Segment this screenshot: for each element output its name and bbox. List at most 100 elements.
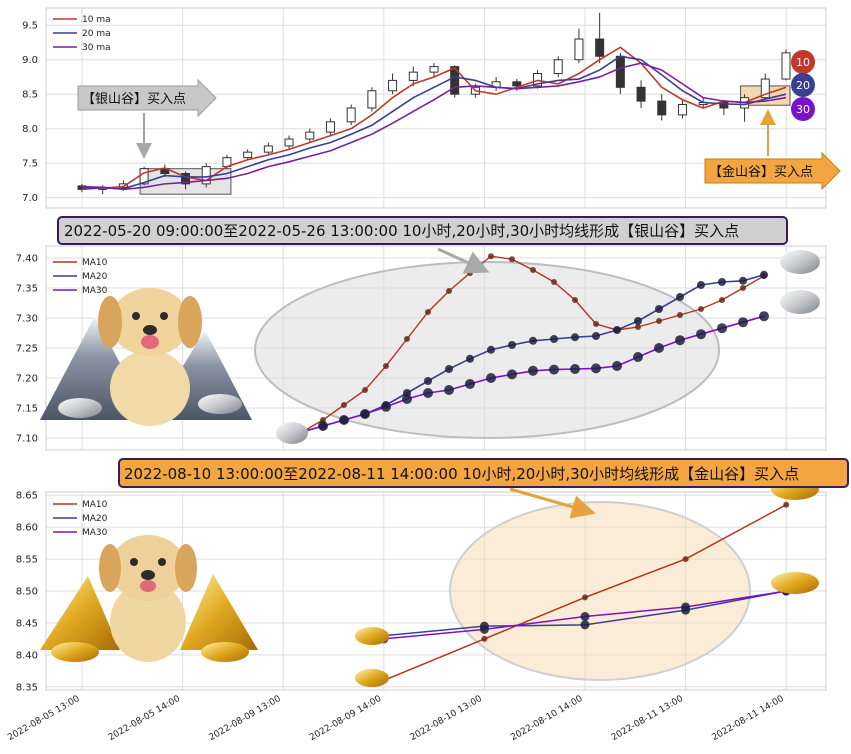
silver-legend-label-ma10: MA10 — [82, 258, 108, 268]
silver-ytick-4: 7.30 — [16, 314, 38, 325]
badge-20 — [791, 73, 815, 97]
gold-puppy-ear-left — [99, 544, 121, 592]
legend-label-20ma: 20 ma — [82, 29, 111, 39]
silver-point-ma10-9 — [488, 253, 494, 260]
gold-legend-label-ma20: MA20 — [82, 514, 108, 524]
silver-point-ma20-15 — [613, 326, 621, 334]
legend-label-10ma: 10 ma — [82, 15, 111, 25]
gold-puppy-tongue — [140, 580, 156, 592]
silver-point-ma10-19 — [698, 306, 704, 312]
silver-ytick-3: 7.25 — [16, 344, 38, 355]
gold-point-ma30-5 — [580, 612, 590, 622]
silver-point-ma30-6 — [423, 388, 433, 398]
gold-y-ticks: 8.35 8.40 8.45 8.50 8.55 8.60 8.65 — [16, 491, 38, 694]
puppy-illustration-silver — [98, 288, 202, 426]
candle-body-24 — [574, 38, 584, 61]
silver-point-ma30-21 — [738, 317, 748, 328]
silver-point-ma10-14 — [593, 321, 599, 327]
silver-point-ma10-6 — [425, 309, 431, 315]
silver-buy-point-label: 【银山谷】买入点 — [82, 92, 186, 107]
silver-point-ma20-11 — [529, 336, 537, 345]
candle-body-9 — [263, 145, 273, 153]
silver-point-ma30-12 — [549, 364, 559, 375]
overview-ytick-1: 7.5 — [22, 159, 38, 170]
silver-point-ma30-16 — [633, 352, 643, 362]
gold-buy-point-callout: 【金山谷】买入点 — [704, 109, 841, 191]
gold-ingot-right — [201, 642, 249, 662]
gold-frame — [45, 491, 827, 691]
gold-xtick-5: 2022-08-10 14:00 — [509, 694, 584, 743]
gold-legend: MA10 MA20 MA30 — [53, 500, 108, 538]
silver-y-ticks: 7.10 7.15 7.20 7.25 7.30 7.35 7.40 — [16, 254, 38, 445]
silver-point-ma20-18 — [676, 293, 684, 301]
silver-ingot-end-2 — [780, 290, 820, 314]
puppy-head — [110, 288, 190, 356]
silver-ingot-end-1 — [780, 250, 820, 274]
silver-point-ma10-12 — [551, 279, 557, 285]
gold-xtick-7: 2022-08-11 14:00 — [710, 694, 785, 743]
gold-pyramid-left — [40, 576, 120, 650]
gold-point-ma10-7 — [783, 501, 790, 508]
overview-ytick-2: 8.0 — [22, 124, 38, 135]
gold-point-ma20-5 — [580, 620, 590, 630]
silver-point-ma30-2 — [339, 415, 349, 425]
silver-point-ma30-4 — [381, 401, 391, 412]
gold-xtick-6: 2022-08-11 13:00 — [610, 694, 685, 743]
gold-x-ticks: 2022-08-05 13:00 2022-08-05 14:00 2022-08-… — [6, 694, 786, 743]
silver-point-ma30-17 — [654, 343, 664, 353]
silver-point-ma20-10 — [508, 341, 516, 349]
silver-point-ma20-7 — [445, 365, 453, 373]
silver-buy-point-callout: 【银山谷】买入点 — [77, 78, 217, 159]
overview-ytick-5: 9.5 — [22, 21, 38, 32]
overview-ytick-3: 8.5 — [22, 90, 38, 101]
gold-puppy-ear-right — [175, 544, 197, 592]
gold-title-pointer — [509, 487, 596, 519]
badge-20-label: 20 — [796, 79, 810, 92]
candle-body-10 — [284, 138, 294, 147]
silver-point-ma30-5 — [402, 394, 412, 404]
badge-10-label: 10 — [796, 56, 810, 69]
silver-valley-chart: 7.10 7.15 7.20 7.25 7.30 7.35 7.40 — [16, 216, 827, 451]
silver-arrow-shape — [77, 78, 217, 118]
gold-pyramid-right — [180, 574, 258, 650]
puppy-nose — [143, 325, 157, 335]
puppy-ear-right — [178, 296, 202, 348]
gold-ytick-2: 8.45 — [16, 618, 38, 629]
silver-point-ma10-11 — [530, 267, 536, 273]
silver-point-ma10-4 — [383, 363, 389, 369]
silver-title-text: 2022-05-20 09:00:00至2022-05-26 13:00:00 … — [64, 222, 739, 240]
candle-body-21 — [512, 81, 522, 87]
gold-puppy-eye-left — [130, 558, 138, 566]
candle-body-15 — [388, 79, 398, 92]
overview-line-ma30 — [81, 62, 787, 191]
gold-ingot-end-2 — [771, 572, 819, 594]
gold-ingot-start-2 — [355, 669, 389, 687]
overview-y-ticks: 7.0 7.5 8.0 8.5 9.0 9.5 — [22, 21, 38, 204]
silver-point-ma10-7 — [446, 288, 452, 294]
gold-puppy-head — [110, 535, 186, 601]
silver-point-ma20-22 — [760, 270, 768, 279]
silver-point-ma10-10 — [509, 256, 515, 263]
candle-body-5 — [181, 173, 191, 185]
silver-legend-label-ma30: MA30 — [82, 286, 108, 296]
puppy-eye-left — [132, 312, 140, 320]
silver-point-ma30-19 — [696, 329, 706, 340]
candle-body-18 — [450, 66, 460, 95]
gold-ingot-start-1 — [355, 627, 389, 645]
badge-10 — [791, 50, 815, 74]
gold-xtick-3: 2022-08-09 14:00 — [308, 694, 383, 743]
puppy-ear-left — [98, 296, 122, 348]
gold-arrow-shape — [704, 151, 841, 191]
silver-point-ma30-15 — [612, 361, 622, 371]
silver-point-ma30-22 — [759, 311, 769, 322]
gold-xtick-4: 2022-08-10 13:00 — [409, 694, 484, 743]
gold-title-banner: 2022-08-10 13:00:00至2022-08-11 14:00:00 … — [118, 458, 849, 488]
candle-body-12 — [325, 121, 335, 133]
overview-ma-lines — [81, 46, 787, 191]
candle-body-14 — [367, 90, 377, 109]
silver-point-ma20-13 — [571, 333, 579, 342]
silver-point-ma10-3 — [362, 387, 368, 393]
gold-ytick-0: 8.35 — [16, 682, 38, 693]
silver-point-ma30-10 — [507, 369, 517, 380]
